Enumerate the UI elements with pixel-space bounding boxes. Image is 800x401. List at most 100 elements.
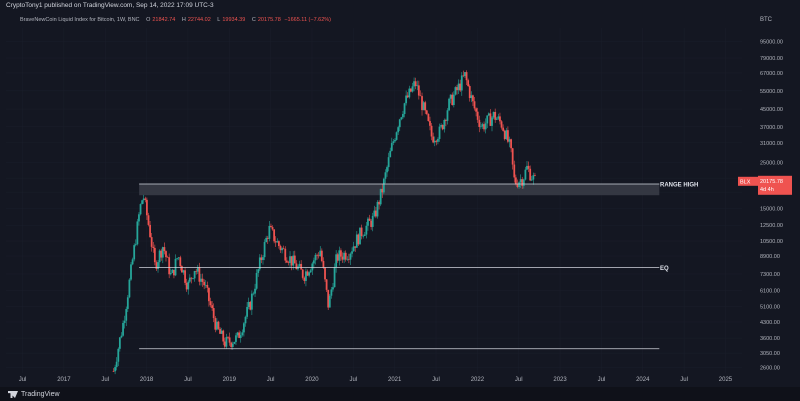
candle-body [158, 250, 161, 263]
candles-layer [112, 70, 536, 375]
candle-body [176, 258, 179, 259]
candle-body [243, 323, 245, 333]
candle-body [133, 245, 136, 260]
y-tick-label: 95000.00 [760, 39, 783, 45]
candle-body [414, 81, 417, 87]
candle-body [203, 281, 206, 286]
tradingview-brand[interactable]: TradingView [8, 391, 60, 398]
candle-body [451, 94, 454, 106]
candle-body [308, 272, 311, 276]
footer-bar: TradingView [0, 387, 800, 401]
candle-body [223, 341, 226, 347]
candle-body [136, 221, 139, 245]
candle-body [402, 114, 404, 118]
candle-body [241, 332, 244, 336]
candle-body [343, 252, 346, 260]
candle-body [333, 267, 336, 288]
y-tick-label: 25000.00 [760, 160, 783, 166]
candle-body [507, 130, 509, 142]
candle-body [289, 256, 291, 263]
candle-body [295, 263, 298, 270]
candle-body [487, 113, 490, 116]
y-tick-label: 45000.00 [760, 107, 783, 113]
candle-body [115, 361, 118, 368]
candle-body [446, 110, 449, 121]
y-tick-label: 10500.00 [760, 239, 783, 245]
candle-body [336, 254, 339, 261]
candle-body [335, 254, 338, 268]
candle-body [481, 124, 484, 127]
candle-body [254, 288, 256, 294]
candle-body [153, 248, 156, 263]
candle-body [268, 225, 271, 239]
time-axis[interactable]: Jul 2017 Jul 2018 Jul 2019 Jul 2020 Jul 2021 Jul 20… [19, 377, 733, 383]
candle-body [212, 308, 215, 319]
candle-body [252, 293, 255, 295]
candle-body [125, 308, 128, 321]
candle-body [433, 140, 436, 143]
legend-low-label: L [217, 17, 221, 23]
candle-body [427, 113, 430, 122]
candle-body [161, 247, 164, 258]
candle-body [389, 150, 392, 158]
candle-body [231, 343, 234, 347]
candle-body [502, 127, 505, 131]
candle-body [265, 237, 268, 243]
candle-body [408, 88, 411, 98]
candle-body [325, 279, 328, 290]
candle-body [495, 118, 498, 120]
candle-body [499, 116, 501, 122]
level-label: EQ [660, 266, 669, 272]
candle-body [230, 342, 233, 347]
candle-body [518, 182, 520, 188]
candle-body [255, 272, 258, 289]
candle-body [273, 229, 276, 242]
candle-body [500, 121, 503, 128]
candle-body [228, 337, 231, 343]
candle-body [424, 102, 427, 111]
candle-body [400, 117, 403, 120]
candle-body [454, 87, 457, 95]
candle-body [114, 367, 116, 372]
candle-body [262, 257, 264, 260]
candle-body [511, 148, 514, 165]
candle-body [249, 301, 252, 310]
range-high-box [139, 183, 660, 196]
candle-body [209, 301, 212, 306]
candle-body [464, 72, 466, 77]
x-tick-label: Jul [184, 377, 192, 383]
candle-body [347, 258, 350, 260]
candle-body [220, 330, 223, 334]
candle-body [258, 257, 261, 270]
symbol-legend[interactable]: BraveNewCoin Liquid Index for Bitcoin, 1… [20, 17, 331, 23]
candle-body [281, 248, 283, 251]
candle-body [290, 256, 293, 266]
candle-body [292, 255, 295, 266]
x-tick-label: 2024 [636, 377, 650, 383]
candle-body [211, 305, 214, 309]
x-tick-label: Jul [19, 377, 27, 383]
candle-body [171, 269, 174, 274]
candle-body [519, 179, 522, 183]
x-tick-label: 2021 [388, 377, 402, 383]
candle-body [411, 86, 414, 92]
candle-body [497, 116, 500, 119]
y-tick-label: 31000.00 [760, 141, 783, 147]
candle-body [475, 108, 477, 112]
candle-body [368, 218, 371, 221]
candle-body [120, 335, 123, 338]
level-label: RANGE HIGH [660, 182, 698, 188]
candle-body [421, 96, 423, 111]
candle-body [284, 248, 287, 261]
candle-body [438, 126, 441, 139]
candle-body [236, 332, 239, 336]
candle-body [406, 95, 409, 98]
candle-body [395, 132, 398, 140]
candle-body [215, 321, 218, 330]
x-tick-label: Jul [267, 377, 275, 383]
candle-body [534, 175, 536, 176]
legend-open-label: O [146, 17, 151, 23]
candle-body [311, 263, 314, 271]
candle-body [316, 254, 318, 256]
